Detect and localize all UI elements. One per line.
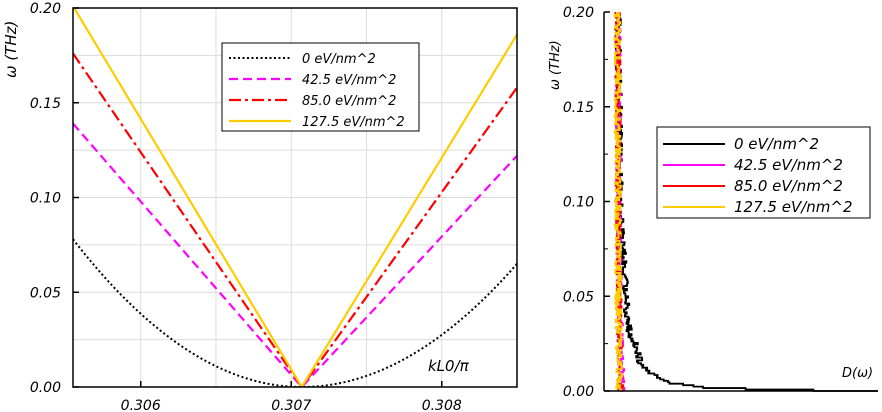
series-line-3 [613, 12, 624, 392]
legend-label: 0 eV/nm^2 [734, 135, 819, 153]
tick-marks [73, 7, 443, 388]
legend-box [656, 126, 871, 219]
y-tick-label: 0.05 [30, 285, 61, 301]
y-tick-label: 0.00 [30, 380, 61, 396]
x-tick-label: 0.308 [422, 398, 462, 412]
x-tick-label: 0.306 [121, 398, 161, 412]
legend: 0 eV/nm^2 42.5 eV/nm^2 85.0 eV/nm^2 127.5 e… [656, 126, 871, 219]
series-line-3 [73, 8, 517, 387]
x-axis-label: kL0/π [428, 357, 470, 375]
y-axis-label: ω (THz) [2, 21, 20, 78]
y-tick-label: 0.10 [563, 195, 594, 211]
tick-marks [604, 11, 610, 392]
y-tick-label: 0.10 [30, 191, 61, 207]
y-tick-labels: 0.00 0.05 0.10 0.15 0.20 [563, 5, 594, 400]
legend: 0 eV/nm^2 42.5 eV/nm^2 85.0 eV/nm^2 127.5 e… [221, 42, 420, 132]
legend-label: 85.0 eV/nm^2 [302, 94, 396, 109]
y-tick-label: 0.15 [30, 96, 61, 112]
legend-label: 42.5 eV/nm^2 [302, 73, 396, 88]
x-axis-label: D(ω) [842, 366, 873, 381]
legend-label: 0 eV/nm^2 [302, 52, 376, 67]
legend-label: 42.5 eV/nm^2 [734, 156, 843, 174]
y-tick-label: 0.05 [563, 289, 594, 305]
y-tick-labels: 0.00 0.05 0.10 0.15 0.20 [30, 1, 61, 396]
series-group [613, 12, 878, 392]
series-line-1 [73, 122, 517, 387]
dispersion-chart: 0.00 0.05 0.10 0.15 0.20 0.306 0.307 0.308 kL0… [2, 1, 518, 412]
y-tick-label: 0.20 [563, 5, 594, 21]
dos-chart: 0.00 0.05 0.10 0.15 0.20 D(ω) ω (THz) 0 eV/n… [548, 5, 878, 400]
legend-label: 127.5 eV/nm^2 [734, 198, 852, 216]
legend-box [221, 42, 420, 132]
y-tick-label: 0.20 [30, 1, 61, 17]
x-tick-labels: 0.306 0.307 0.308 [121, 398, 462, 412]
y-axis-label: ω (THz) [548, 40, 563, 90]
y-tick-label: 0.15 [563, 100, 594, 116]
y-tick-label: 0.00 [563, 384, 594, 400]
legend-label: 127.5 eV/nm^2 [302, 115, 405, 130]
x-tick-label: 0.307 [271, 398, 311, 412]
legend-label: 85.0 eV/nm^2 [734, 177, 843, 195]
